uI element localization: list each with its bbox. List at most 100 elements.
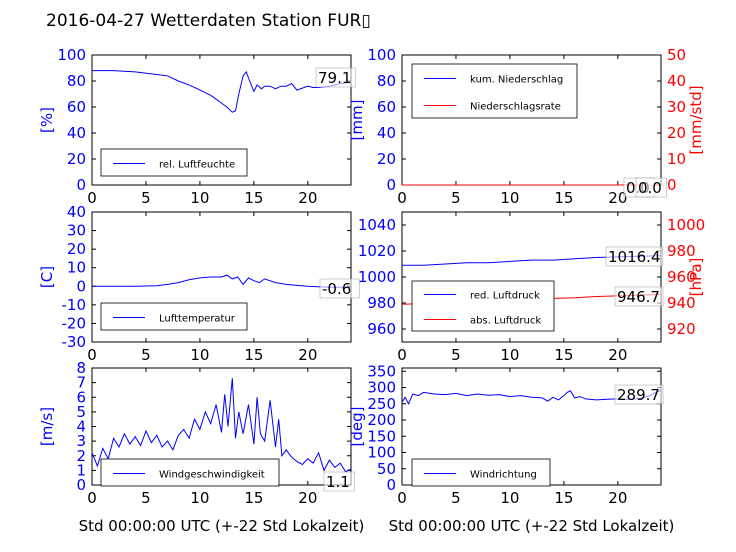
y-tick-label: -30 <box>62 333 87 351</box>
y-tick-label: 80 <box>67 72 86 90</box>
y-tick-label: 40 <box>377 124 396 142</box>
x-tick-label: 5 <box>141 489 151 507</box>
y-tick-label: 960 <box>367 320 396 338</box>
y-tick-label: 50 <box>377 460 396 478</box>
panel-pressure: 0 5 10 15 20 960 980 1000 1020 1040 920 940 960 980 10… <box>358 211 705 364</box>
x-tick-label: 10 <box>190 489 209 507</box>
y-tick-label: 300 <box>367 379 396 397</box>
y2-tick-label: 920 <box>667 320 696 338</box>
y2-axis-label: [hPa] <box>687 258 705 297</box>
x-tick-label: 0 <box>397 189 407 207</box>
page-title: 2016-04-27 Wetterdaten Station FUR▯ <box>46 11 371 31</box>
y2-tick-label: 30 <box>667 98 686 116</box>
y2-tick-label: 40 <box>667 72 686 90</box>
y-tick-label: 1000 <box>358 268 396 286</box>
x-axis-label: Std 00:00:00 UTC (+-22 Std Lokalzeit) <box>79 517 365 535</box>
x-tick-label: 5 <box>141 189 151 207</box>
legend-label: Niederschlagsrate <box>470 102 561 113</box>
y-tick-label: 0 <box>386 476 396 494</box>
x-tick-label: 15 <box>244 189 263 207</box>
value-box <box>605 246 664 267</box>
panel-temperature: 0 5 10 15 20-30-20-10010203040[C]Lufttempera… <box>38 203 360 364</box>
x-tick-label: 15 <box>554 489 573 507</box>
y-axis-label: [deg] <box>348 407 366 447</box>
y-tick-label: 350 <box>367 362 396 380</box>
x-tick-label: 10 <box>500 489 519 507</box>
panel-wind: 0 5 10 15 20012345678[m/s]Windgeschwindigkei… <box>38 359 364 535</box>
y-tick-label: 3 <box>76 432 86 450</box>
legend-box-wind <box>100 458 280 487</box>
legend-label: kum. Niederschlag <box>470 75 563 86</box>
x-tick-label: 15 <box>244 346 263 364</box>
x-tick-label: 15 <box>554 346 573 364</box>
y-tick-label: 40 <box>67 203 86 221</box>
y2-tick-label: 980 <box>667 242 696 260</box>
x-tick-label: 20 <box>608 489 627 507</box>
panel-winddir: 0 5 10 15 20050100150200250300350[deg]Windri… <box>348 362 674 535</box>
series-line-wind-0 <box>91 378 352 473</box>
y2-tick-label: 0 <box>667 176 677 194</box>
current-value-label: 1.1 <box>326 473 350 491</box>
legend-label: Windrichtung <box>470 470 537 481</box>
x-tick-label: 0 <box>397 346 407 364</box>
legend-label: abs. Luftdruck <box>470 316 541 327</box>
value-box <box>323 471 355 492</box>
current-value-label: 1016.4 <box>608 248 661 266</box>
y-tick-label: 100 <box>57 46 86 64</box>
x-tick-label: 20 <box>298 346 317 364</box>
y2-tick-label: 940 <box>667 294 696 312</box>
y-tick-label: -10 <box>62 296 87 314</box>
x-tick-label: 0 <box>397 489 407 507</box>
x-tick-label: 0 <box>87 189 97 207</box>
y-tick-label: 0 <box>386 176 396 194</box>
current-value-label: 946.7 <box>617 288 660 306</box>
legend-label: rel. Luftfeuchte <box>159 160 235 171</box>
y-tick-label: 150 <box>367 427 396 445</box>
value-box <box>319 278 360 299</box>
x-tick-label: 10 <box>190 346 209 364</box>
y-tick-label: 2 <box>76 447 86 465</box>
legend-box-humidity <box>100 148 248 177</box>
y-axis-label: [%] <box>38 107 56 133</box>
y2-tick-label: 10 <box>667 150 686 168</box>
x-tick-label: 20 <box>608 189 627 207</box>
x-tick-label: 10 <box>500 346 519 364</box>
x-tick-label: 5 <box>451 489 461 507</box>
y-tick-label: 40 <box>67 124 86 142</box>
plot-frame-temperature <box>91 211 352 343</box>
value-box <box>614 384 664 405</box>
value-box <box>614 286 664 307</box>
legend-box-precip <box>411 63 578 119</box>
value-box <box>635 177 667 198</box>
x-tick-label: 0 <box>87 489 97 507</box>
y-tick-label: 6 <box>76 388 86 406</box>
series-line-humidity-0 <box>92 70 352 113</box>
y-tick-label: -20 <box>62 314 87 332</box>
y2-tick-label: 1000 <box>667 216 705 234</box>
x-tick-label: 20 <box>298 189 317 207</box>
series-line-temperature-0 <box>92 274 352 288</box>
y-tick-label: 0 <box>76 277 86 295</box>
x-tick-label: 0 <box>87 346 97 364</box>
legend-box-winddir <box>411 458 551 487</box>
current-value-label: 79.1 <box>318 69 351 87</box>
y-tick-label: 100 <box>367 444 396 462</box>
y-tick-label: 20 <box>67 240 86 258</box>
y-axis-label: [m/s] <box>38 407 56 446</box>
panel-humidity: 0 5 10 15 20 0 20 40 60 80 100 [%] rel. Luftfeuchte 7… <box>38 46 356 207</box>
y-tick-label: 0 <box>76 176 86 194</box>
x-tick-label: 15 <box>244 489 263 507</box>
y2-tick-label: 960 <box>667 268 696 286</box>
y-tick-label: 5 <box>76 403 86 421</box>
legend-box-pressure <box>411 280 555 332</box>
current-value-label: 0.0 <box>638 179 662 197</box>
y-tick-label: 4 <box>76 418 86 436</box>
current-value-label: -0.6 <box>322 280 351 298</box>
x-tick-label: 20 <box>608 346 627 364</box>
y-tick-label: 1040 <box>358 216 396 234</box>
y2-tick-label: 20 <box>667 124 686 142</box>
y-tick-label: 250 <box>367 395 396 413</box>
y-tick-label: 200 <box>367 411 396 429</box>
y-tick-label: 100 <box>367 46 396 64</box>
